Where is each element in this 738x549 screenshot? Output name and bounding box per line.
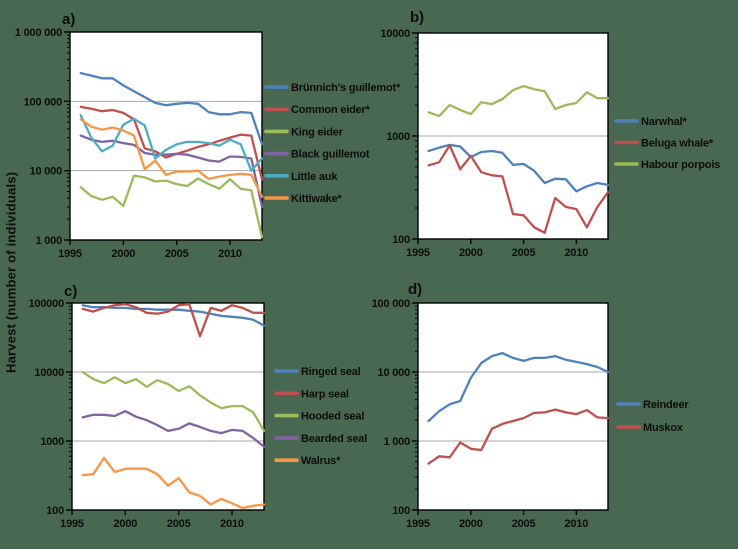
y-tick-label: 1000 bbox=[386, 131, 410, 143]
y-tick-label: 10000 bbox=[380, 28, 410, 40]
series-line-muskox bbox=[427, 408, 610, 465]
y-tick-label: 100 bbox=[392, 505, 410, 517]
legend-label: Bearded seal bbox=[301, 433, 367, 445]
axis-frame bbox=[69, 31, 263, 241]
series-line-habour-porpois bbox=[427, 84, 610, 118]
legend-label: Reindeer bbox=[643, 399, 689, 411]
x-tick-label: 2000 bbox=[459, 518, 483, 530]
legend-label: Harp seal bbox=[301, 388, 349, 400]
x-tick-label: 2010 bbox=[218, 248, 242, 260]
series-line-common-eider bbox=[79, 105, 264, 181]
series-line-hooded-seal bbox=[81, 370, 266, 433]
legend-entry-harp-seal: Harp seal bbox=[274, 388, 349, 400]
plot-area bbox=[418, 303, 608, 510]
legend-entry-hooded-seal: Hooded seal bbox=[274, 411, 365, 423]
legend-entry-black-guillemot: Black guillemot bbox=[264, 149, 370, 161]
series-line-br-nnich-s-guillemot bbox=[79, 71, 264, 146]
legend-label: Walrus* bbox=[301, 455, 341, 467]
legend-label: Narwhal* bbox=[641, 116, 687, 128]
y-tick-label: 1000 bbox=[40, 436, 64, 448]
panel-label-b: b) bbox=[410, 9, 424, 26]
legend-entry-muskox: Muskox bbox=[616, 422, 684, 434]
y-tick-label: 100000 bbox=[28, 298, 64, 310]
x-tick-label: 2010 bbox=[220, 518, 244, 530]
legend-entry-ringed-seal: Ringed seal bbox=[274, 366, 361, 378]
legend-label: King eider bbox=[291, 126, 344, 138]
series-line-beluga-whale bbox=[427, 144, 610, 234]
y-tick-label: 1 000 000 bbox=[15, 27, 62, 39]
series-line-reindeer bbox=[427, 351, 610, 423]
axis-frame bbox=[417, 302, 609, 511]
panel-label-c: c) bbox=[64, 283, 77, 300]
legend-label: Brünnich's guillemot* bbox=[291, 82, 401, 94]
series-line-little-auk bbox=[79, 114, 264, 172]
legend-label: Black guillemot bbox=[291, 149, 370, 161]
legend-label: Habour porpois bbox=[641, 159, 720, 171]
axis-frame bbox=[71, 302, 265, 511]
x-tick-label: 2010 bbox=[564, 518, 588, 530]
legend-label: Kittiwake* bbox=[291, 193, 342, 205]
legend-entry-kittiwake: Kittiwake* bbox=[264, 193, 343, 205]
legend-entry-reindeer: Reindeer bbox=[616, 399, 690, 411]
x-tick-label: 2000 bbox=[459, 247, 483, 259]
x-tick-label: 2005 bbox=[512, 247, 536, 259]
x-tick-label: 2000 bbox=[113, 518, 137, 530]
y-tick-label: 100 bbox=[46, 505, 64, 517]
panel-label-a: a) bbox=[62, 11, 75, 28]
x-tick-label: 1995 bbox=[406, 247, 430, 259]
legend-entry-walrus: Walrus* bbox=[274, 455, 341, 467]
series-line-kittiwake bbox=[79, 118, 264, 198]
series-line-harp-seal bbox=[81, 303, 266, 338]
x-tick-label: 2000 bbox=[111, 248, 135, 260]
series-line-bearded-seal bbox=[81, 410, 266, 448]
legend-entry-habour-porpois: Habour porpois bbox=[614, 159, 720, 171]
panel-label-d: d) bbox=[408, 281, 422, 298]
legend-entry-king-eider: King eider bbox=[264, 126, 344, 138]
legend-entry-br-nnich-s-guillemot: Brünnich's guillemot* bbox=[264, 82, 401, 94]
y-tick-label: 10 000 bbox=[378, 367, 411, 379]
y-tick-label: 10 000 bbox=[30, 166, 63, 178]
x-tick-label: 1995 bbox=[58, 248, 82, 260]
y-tick-label: 100 bbox=[392, 234, 410, 246]
legend-entry-common-eider: Common eider* bbox=[264, 104, 371, 116]
legend-label: Muskox bbox=[643, 422, 684, 434]
plot-area bbox=[70, 32, 262, 240]
legend-entry-bearded-seal: Bearded seal bbox=[274, 433, 367, 445]
series-line-black-guillemot bbox=[79, 134, 264, 209]
legend-label: Ringed seal bbox=[301, 366, 361, 378]
series-line-king-eider bbox=[79, 174, 264, 239]
legend-label: Hooded seal bbox=[301, 411, 364, 423]
legend-label: Common eider* bbox=[291, 104, 371, 116]
x-tick-label: 2005 bbox=[167, 518, 191, 530]
legend-label: Beluga whale* bbox=[641, 138, 714, 150]
y-tick-label: 100 000 bbox=[24, 96, 62, 108]
legend-entry-beluga-whale: Beluga whale* bbox=[614, 138, 714, 150]
x-tick-label: 1995 bbox=[406, 518, 430, 530]
x-tick-label: 1995 bbox=[60, 518, 84, 530]
legend-label: Little auk bbox=[291, 171, 338, 183]
series-line-walrus bbox=[81, 456, 266, 510]
x-tick-label: 2005 bbox=[512, 518, 536, 530]
y-axis-title: Harvest (number of individuals) bbox=[3, 171, 19, 373]
x-tick-label: 2005 bbox=[165, 248, 189, 260]
y-tick-label: 1 000 bbox=[35, 235, 62, 247]
y-tick-label: 10000 bbox=[34, 367, 64, 379]
y-tick-label: 100 000 bbox=[372, 298, 410, 310]
y-tick-label: 1 000 bbox=[383, 436, 410, 448]
legend-entry-little-auk: Little auk bbox=[264, 171, 339, 183]
x-tick-label: 2010 bbox=[564, 247, 588, 259]
series-line-narwhal bbox=[427, 143, 610, 193]
legend-entry-narwhal: Narwhal* bbox=[614, 116, 688, 128]
